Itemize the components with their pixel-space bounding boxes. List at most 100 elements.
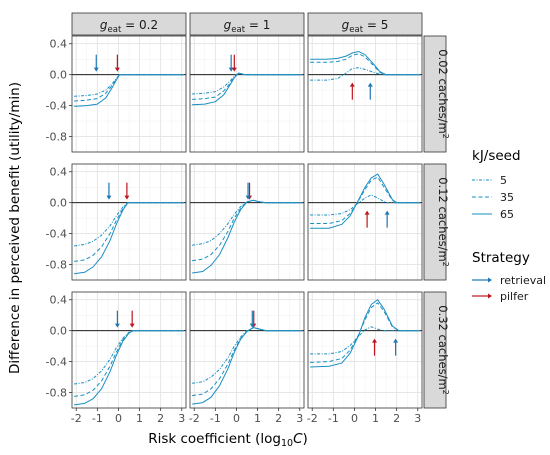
strip-label: geat = 5 bbox=[342, 18, 389, 35]
strip-background bbox=[423, 35, 447, 153]
arrow-head bbox=[372, 338, 377, 343]
strip-label-sup: 2 bbox=[441, 390, 450, 395]
legend-kj-label: 65 bbox=[500, 208, 514, 221]
arrow-head bbox=[245, 195, 251, 200]
strip-label-sub: eat bbox=[349, 25, 363, 35]
y-tick-label: -0.8 bbox=[46, 259, 67, 272]
series-line-kj-65 bbox=[192, 327, 302, 405]
strip-label-text: 0.02 caches/m bbox=[436, 49, 450, 133]
arrow-head bbox=[393, 338, 399, 343]
arrow-head bbox=[367, 82, 373, 87]
panel-border bbox=[71, 291, 187, 409]
x-tick-label: 3 bbox=[414, 412, 421, 425]
x-tick-label: 3 bbox=[178, 412, 185, 425]
panel-border bbox=[307, 163, 423, 281]
panel-border bbox=[71, 163, 187, 281]
legend-kj-per-seed: kJ/seed 5 35 65 bbox=[472, 148, 521, 221]
arrow-retrieval bbox=[249, 310, 255, 328]
legend-strategy-label: retrieval bbox=[500, 274, 546, 287]
arrow-pilfer bbox=[364, 210, 370, 228]
arrow-head bbox=[228, 67, 234, 72]
facet-strip-col-1: geat = 0.2 bbox=[71, 12, 187, 36]
y-tick-label: 0.0 bbox=[50, 325, 68, 338]
series-line-kj-5 bbox=[74, 330, 184, 385]
series-line-kj-35 bbox=[310, 302, 420, 363]
arrow-pilfer bbox=[372, 338, 377, 356]
panel-r3-c2 bbox=[189, 291, 305, 409]
strip-background bbox=[423, 291, 447, 409]
strip-background bbox=[423, 163, 447, 281]
strip-label: 0.12 caches/m2 bbox=[436, 177, 450, 266]
series-line-kj-35 bbox=[74, 330, 184, 397]
arrow-retrieval bbox=[106, 182, 112, 200]
series-line-kj-5 bbox=[310, 67, 420, 81]
series-line-kj-65 bbox=[192, 72, 302, 106]
x-tick-label: 1 bbox=[136, 412, 143, 425]
series-line-kj-5 bbox=[74, 74, 184, 97]
panel-border bbox=[189, 163, 305, 281]
facet-strip-col-3: geat = 5 bbox=[307, 12, 423, 36]
panel-r1-c1 bbox=[71, 35, 187, 153]
y-tick-label: 0.4 bbox=[50, 166, 68, 179]
legend-strategy-label: pilfer bbox=[500, 290, 529, 303]
panel-border bbox=[307, 291, 423, 409]
x-tick-label: 0 bbox=[351, 412, 358, 425]
panel-border bbox=[307, 35, 423, 153]
x-tick-label: -1 bbox=[92, 412, 103, 425]
facet-strip-row-3: 0.32 caches/m2 bbox=[423, 291, 450, 409]
arrow-head bbox=[129, 323, 135, 328]
y-tick-label: 0.4 bbox=[50, 294, 68, 307]
facet-strip-row-2: 0.12 caches/m2 bbox=[423, 163, 450, 281]
panel-r2-c1 bbox=[71, 163, 187, 281]
x-tick-label: 3 bbox=[296, 412, 303, 425]
series-line-kj-65 bbox=[74, 74, 184, 107]
strip-label: 0.02 caches/m2 bbox=[436, 49, 450, 138]
strip-label-var: g bbox=[100, 18, 108, 32]
y-tick-label: -0.8 bbox=[46, 387, 67, 400]
legend-kj-label: 5 bbox=[500, 174, 507, 187]
strips-layer: geat = 0.2 geat = 1 geat = 50.02 caches/m2… bbox=[71, 12, 450, 409]
series-line-kj-5 bbox=[310, 194, 420, 216]
x-tick-label: 2 bbox=[393, 412, 400, 425]
x-tick-label: 2 bbox=[157, 412, 164, 425]
arrow-pilfer bbox=[114, 54, 120, 72]
strip-label: geat = 0.2 bbox=[100, 18, 158, 35]
panel-r1-c3 bbox=[307, 35, 423, 153]
x-tick-label: -1 bbox=[328, 412, 339, 425]
panel-border bbox=[71, 35, 187, 153]
arrow-pilfer bbox=[349, 82, 355, 100]
y-tick-label: 0.0 bbox=[50, 69, 68, 82]
x-axis-label-var: C bbox=[293, 431, 303, 447]
legend-strategy: Strategy retrieval pilfer bbox=[472, 250, 546, 303]
legend-arrow-head bbox=[488, 293, 492, 299]
series-line-kj-35 bbox=[192, 327, 302, 397]
panel-r2-c3 bbox=[307, 163, 423, 281]
strip-label-value: = 0.2 bbox=[121, 18, 158, 32]
strip-label-sub: eat bbox=[108, 25, 122, 35]
legend-strategy-title: Strategy bbox=[472, 250, 530, 266]
facet-strip-row-1: 0.02 caches/m2 bbox=[423, 35, 450, 153]
strip-label-sup: 2 bbox=[441, 134, 450, 139]
arrow-retrieval bbox=[245, 182, 251, 200]
x-tick-label: 1 bbox=[372, 412, 379, 425]
y-tick-label: -0.8 bbox=[46, 131, 67, 144]
series-line-kj-65 bbox=[310, 173, 420, 229]
panel-r3-c3 bbox=[307, 291, 423, 409]
series-line-kj-65 bbox=[74, 202, 184, 275]
series-line-kj-5 bbox=[192, 327, 302, 384]
arrow-head bbox=[384, 210, 390, 215]
arrow-retrieval bbox=[393, 338, 399, 356]
panel-r3-c1 bbox=[71, 291, 187, 409]
panel-r2-c2 bbox=[189, 163, 305, 281]
series-line-kj-65 bbox=[310, 298, 420, 368]
arrow-pilfer bbox=[129, 310, 135, 328]
arrow-head bbox=[231, 67, 237, 72]
strip-label-var: g bbox=[342, 18, 350, 32]
x-tick-label: 0 bbox=[115, 412, 122, 425]
panel-border bbox=[189, 291, 305, 409]
arrow-pilfer bbox=[231, 54, 237, 72]
x-tick-label: -2 bbox=[307, 412, 318, 425]
legend-arrow-head bbox=[488, 277, 492, 283]
arrow-retrieval bbox=[384, 210, 390, 228]
arrow-head bbox=[114, 323, 120, 328]
